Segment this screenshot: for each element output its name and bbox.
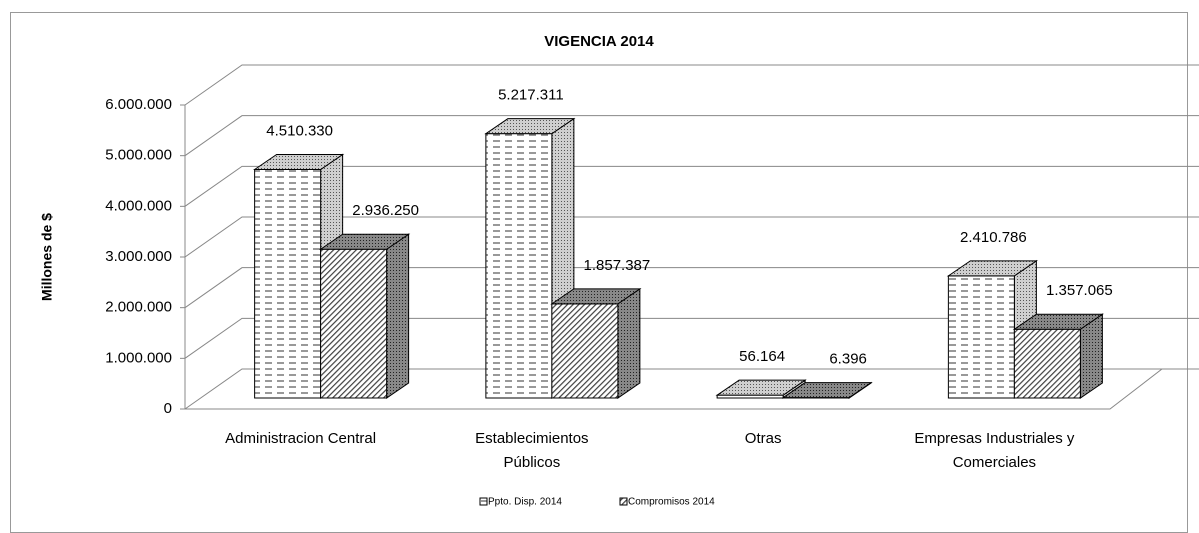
bar-top [319,233,411,250]
y-tick: 1.000.000 [105,317,1199,366]
bar-front [551,303,619,399]
y-tick: 5.000.000 [105,115,1199,164]
grid-line [184,64,1199,106]
bar [1012,313,1104,399]
bar [550,287,642,399]
bar-front [254,168,322,399]
y-tick-label: 5.000.000 [105,147,172,164]
grid-line [184,267,1199,309]
legend-swatch [619,497,628,506]
legend-swatch [479,497,488,506]
data-label: 1.357.065 [1046,282,1113,299]
bar-front [1013,328,1081,399]
bar-front [947,275,1015,399]
data-label: 1.857.387 [584,257,651,274]
x-tick-label: Empresas Industriales y Comerciales [914,430,1075,471]
floor [185,368,1199,410]
legend-item: Compromisos 2014 [619,497,715,508]
y-tick-label: 4.000.000 [105,197,172,214]
legend-label: Ppto. Disp. 2014 [488,497,562,508]
bar-front [320,248,388,399]
y-tick: 0 [164,368,1199,417]
x-tick-label: Establecimientos Públicos [475,430,588,471]
bar-top [253,153,345,170]
grid-line [184,216,1199,258]
x-tick-label: Administracion Central [225,430,376,447]
plot: 0 1.000.000 2.000.000 3.000.000 4.000.000 5.0… [105,64,1199,471]
bar-top [484,118,576,135]
bar-side [617,287,641,399]
data-label: 2.410.786 [960,229,1027,246]
y-tick-label: 2.000.000 [105,299,172,316]
bar-top [550,288,642,305]
y-tick: 4.000.000 [105,165,1199,214]
y-tick: 2.000.000 [105,267,1199,316]
y-axis-label: Millones de $ [39,213,55,301]
data-label: 4.510.330 [266,122,333,139]
grid-line [184,368,1199,410]
bar-top [1012,313,1104,330]
grid-line [184,317,1199,359]
bar-top [946,260,1038,277]
bar-top [715,379,807,396]
data-label: 5.217.311 [498,87,564,104]
data-label: 2.936.250 [352,202,419,219]
data-label: 6.396 [829,351,867,368]
y-tick-label: 3.000.000 [105,248,172,265]
data-label: 56.164 [739,348,785,365]
bar-top [781,382,873,399]
legend-item: Ppto. Disp. 2014 [479,497,562,508]
y-tick-label: 1.000.000 [105,349,172,366]
x-tick-label: Otras [745,430,782,447]
y-tick: 6.000.000 [105,64,1199,113]
bar-side [386,233,410,399]
y-tick-label: 6.000.000 [105,96,172,113]
y-tick-label: 0 [164,400,172,417]
bar [319,233,411,399]
grid-line [184,165,1199,207]
chart-title: VIGENCIA 2014 [544,33,654,50]
y-tick: 3.000.000 [105,216,1199,265]
bar-front [485,133,553,399]
bar [781,381,873,399]
legend-label: Compromisos 2014 [628,497,715,508]
grid-line [184,115,1199,157]
